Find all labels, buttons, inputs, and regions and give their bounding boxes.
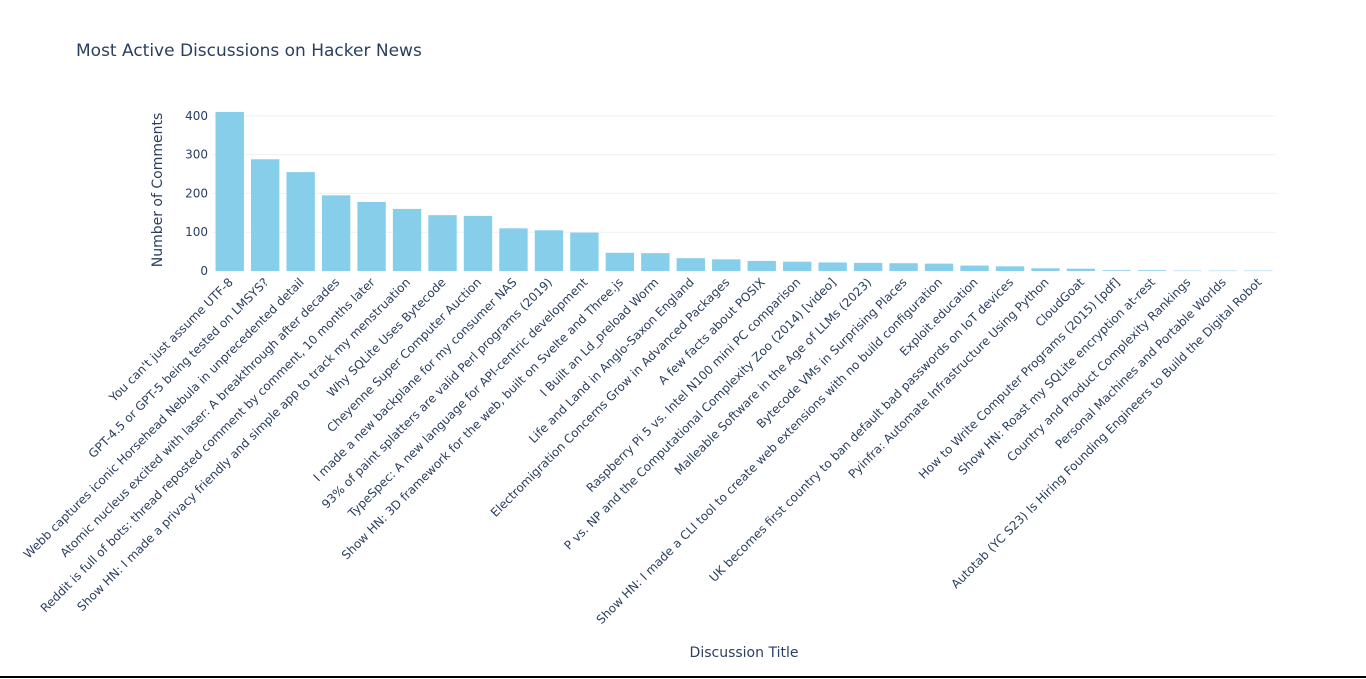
y-tick-label: 300 <box>185 148 208 162</box>
bar <box>783 261 812 271</box>
x-tick-label: Reddit is full of bots: thread reposted … <box>38 275 378 615</box>
bar <box>1208 270 1237 272</box>
x-axis-title: Discussion Title <box>690 645 799 661</box>
y-tick-label: 100 <box>185 225 208 239</box>
bar <box>570 232 599 271</box>
bar <box>1173 270 1202 272</box>
bar <box>641 253 670 271</box>
bar <box>747 260 776 271</box>
chart-title: Most Active Discussions on Hacker News <box>76 41 422 61</box>
x-tick-label: Show HN: I made a privacy friendly and s… <box>74 275 413 614</box>
bar <box>1137 270 1167 271</box>
bar <box>853 262 883 271</box>
bar <box>215 111 244 271</box>
bar <box>712 259 741 271</box>
y-tick-label: 0 <box>200 264 208 278</box>
bar <box>1031 268 1060 271</box>
bar <box>960 265 989 271</box>
bar <box>251 159 280 271</box>
bar <box>286 172 315 271</box>
bar <box>463 215 493 271</box>
bar <box>357 201 386 271</box>
bar <box>534 230 564 271</box>
bar <box>605 252 635 271</box>
bar <box>499 228 528 271</box>
bar <box>1244 270 1273 272</box>
x-tick-label: You can't just assume UTF-8 <box>106 275 236 405</box>
x-tick-label: 93% of paint splatters are valid Perl pr… <box>319 275 555 511</box>
bar <box>995 266 1025 271</box>
bar <box>428 215 457 271</box>
bar <box>818 262 847 271</box>
bar <box>676 258 705 271</box>
bar <box>1102 270 1131 271</box>
y-axis-title: Number of Comments <box>150 113 166 268</box>
bars <box>215 111 1273 272</box>
y-gridlines <box>212 115 1276 233</box>
y-tick-label: 400 <box>185 109 208 123</box>
bar <box>889 263 918 271</box>
bar <box>392 208 422 271</box>
bar <box>321 195 351 271</box>
bar <box>1066 268 1096 271</box>
y-axis-ticks: 0 100 200 300 400 <box>185 109 208 278</box>
bar <box>924 263 954 271</box>
y-tick-label: 200 <box>185 186 208 200</box>
